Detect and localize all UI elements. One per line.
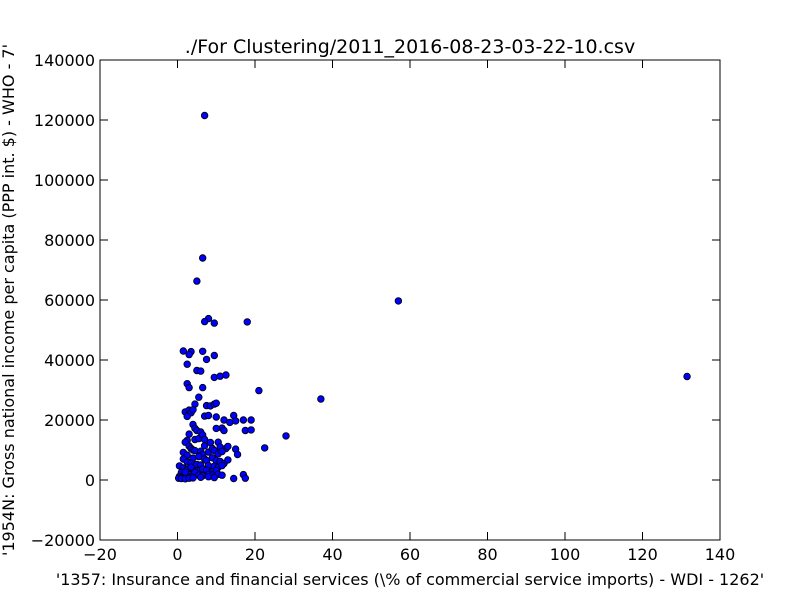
data-point bbox=[200, 442, 209, 450]
data-point bbox=[200, 111, 209, 120]
data-point bbox=[233, 450, 242, 459]
data-point bbox=[241, 474, 250, 482]
data-point bbox=[185, 430, 193, 438]
y-tick-label: 80000 bbox=[44, 231, 95, 250]
points-layer bbox=[174, 111, 691, 483]
x-tick-label: 40 bbox=[322, 545, 342, 564]
data-point bbox=[212, 424, 220, 433]
y-tick-label: 60000 bbox=[44, 291, 95, 310]
y-tick-label: −20000 bbox=[31, 531, 95, 550]
data-point bbox=[282, 432, 290, 440]
data-point bbox=[181, 468, 189, 476]
data-point bbox=[317, 395, 325, 403]
y-tick-label: 140000 bbox=[34, 51, 95, 70]
data-point bbox=[260, 444, 269, 452]
x-tick-label: 60 bbox=[400, 545, 420, 564]
data-point bbox=[187, 463, 195, 471]
ticks-layer: −20 0 20 40 60 80 100 120 140 −20000 0 20000 40000 60… bbox=[31, 51, 736, 564]
data-point bbox=[183, 360, 191, 368]
y-axis-label: '1954N: Gross national income per capita… bbox=[0, 44, 18, 556]
x-tick-label: 20 bbox=[245, 545, 265, 564]
x-tick-label: −20 bbox=[83, 545, 117, 564]
data-point bbox=[200, 317, 209, 326]
y-tick-label: 100000 bbox=[34, 171, 95, 190]
data-point bbox=[185, 383, 193, 392]
data-point bbox=[218, 447, 226, 456]
data-point bbox=[198, 347, 207, 355]
data-point bbox=[189, 406, 197, 414]
data-point bbox=[210, 351, 219, 360]
data-point bbox=[210, 473, 219, 482]
data-point bbox=[218, 471, 226, 479]
x-axis-label: '1357: Insurance and financial services … bbox=[56, 570, 764, 589]
y-tick-label: 20000 bbox=[44, 411, 95, 430]
data-point bbox=[394, 297, 403, 305]
data-point bbox=[197, 367, 205, 375]
data-point bbox=[683, 372, 691, 381]
y-tick-label: 120000 bbox=[34, 111, 95, 130]
y-tick-label: 40000 bbox=[44, 351, 95, 370]
data-point bbox=[189, 474, 197, 482]
data-point bbox=[212, 399, 220, 407]
data-point bbox=[202, 355, 211, 364]
data-point bbox=[247, 426, 255, 434]
data-point bbox=[224, 442, 232, 451]
x-tick-label: 80 bbox=[477, 545, 497, 564]
data-point bbox=[222, 371, 230, 379]
data-point bbox=[218, 461, 226, 470]
x-tick-label: 100 bbox=[550, 545, 581, 564]
data-point bbox=[212, 413, 220, 421]
x-tick-label: 120 bbox=[627, 545, 658, 564]
data-point bbox=[198, 383, 207, 392]
y-tick-label: 0 bbox=[85, 471, 95, 490]
data-point bbox=[193, 277, 201, 285]
data-point bbox=[197, 473, 205, 481]
data-point bbox=[179, 347, 188, 355]
data-point bbox=[220, 426, 228, 435]
data-point bbox=[247, 416, 255, 424]
chart-title: ./For Clustering/2011_2016-08-23-03-22-1… bbox=[185, 36, 635, 58]
data-point bbox=[255, 386, 263, 395]
x-tick-label: 0 bbox=[172, 545, 182, 564]
data-point bbox=[183, 412, 191, 421]
data-point bbox=[210, 319, 219, 327]
data-point bbox=[229, 474, 238, 483]
data-point bbox=[198, 254, 207, 262]
data-point bbox=[195, 393, 203, 401]
data-point bbox=[231, 417, 240, 425]
x-tick-label: 140 bbox=[705, 545, 736, 564]
data-point bbox=[185, 350, 193, 359]
data-point bbox=[239, 416, 248, 424]
data-point bbox=[204, 411, 213, 420]
data-point bbox=[224, 456, 232, 464]
data-point bbox=[243, 318, 251, 326]
